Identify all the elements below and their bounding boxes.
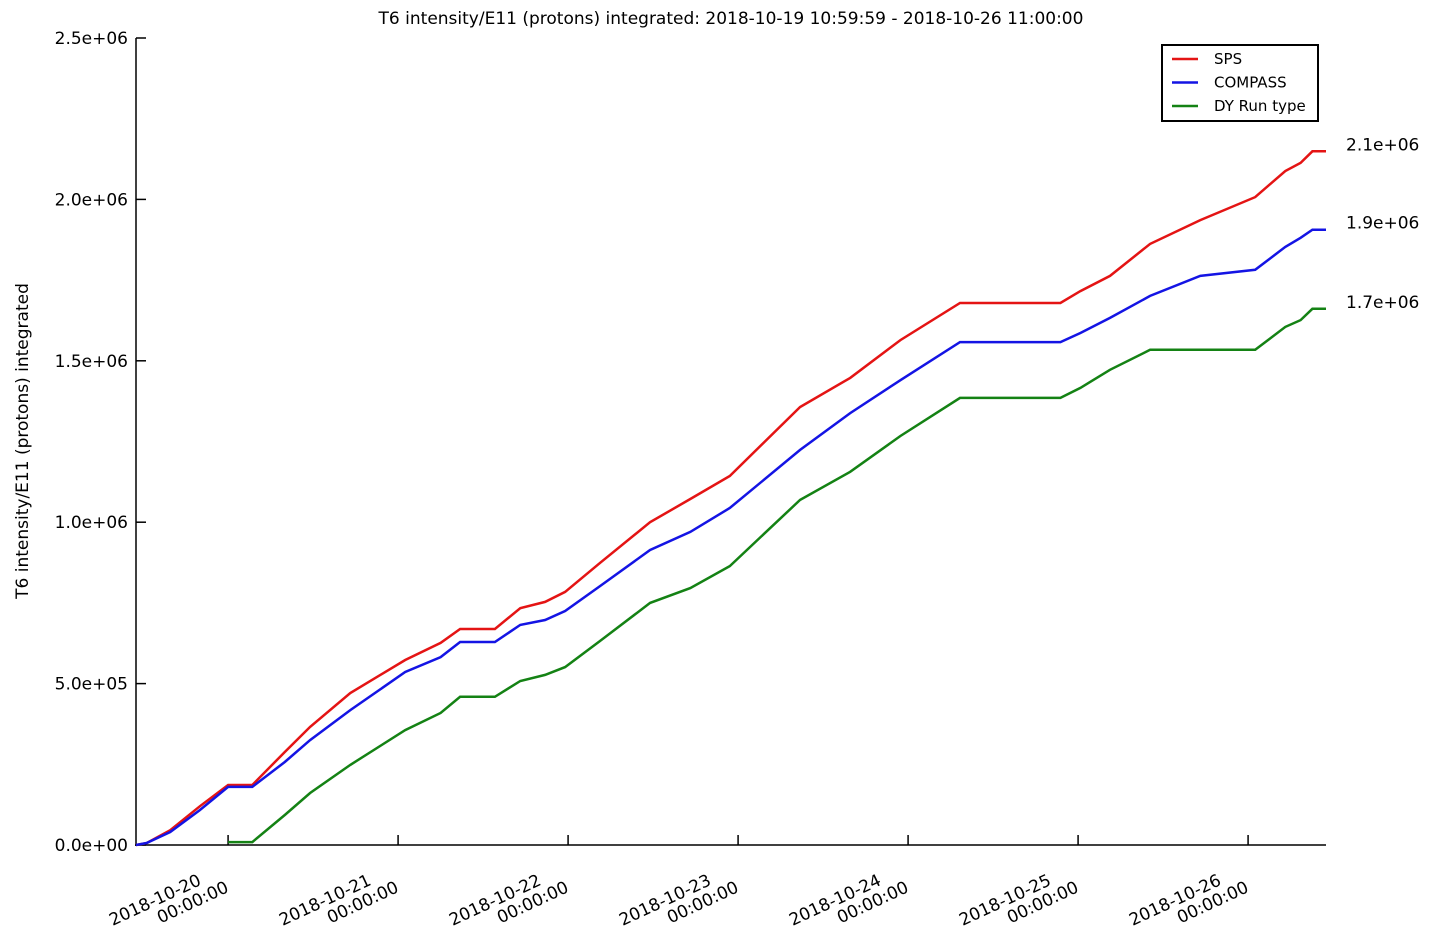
legend-label: COMPASS xyxy=(1214,74,1287,92)
legend-label: DY Run type xyxy=(1214,97,1306,115)
end-label: 2.1e+06 xyxy=(1346,135,1419,155)
x-tick-label: 2018-10-2200:00:00 xyxy=(446,861,572,935)
series-line xyxy=(228,307,1326,844)
series-line xyxy=(135,150,1326,847)
legend-label: SPS xyxy=(1214,50,1242,68)
x-tick-label: 2018-10-2100:00:00 xyxy=(276,861,402,935)
x-tick-label: 2018-10-2500:00:00 xyxy=(956,861,1082,935)
series-line xyxy=(135,228,1326,847)
x-tick-label: 2018-10-2300:00:00 xyxy=(616,861,742,935)
y-axis-label: T6 intensity/E11 (protons) integrated xyxy=(13,283,33,600)
y-tick-label: 1.5e+06 xyxy=(55,352,128,372)
x-tick-label: 2018-10-2400:00:00 xyxy=(786,861,912,935)
y-tick-label: 2.5e+06 xyxy=(55,29,128,49)
chart-title: T6 intensity/E11 (protons) integrated: 2… xyxy=(378,9,1084,29)
end-label: 1.9e+06 xyxy=(1346,214,1419,234)
x-tick-label: 2018-10-2600:00:00 xyxy=(1126,861,1252,935)
y-tick-label: 5.0e+05 xyxy=(55,675,128,695)
end-label: 1.7e+06 xyxy=(1346,293,1419,313)
y-tick-label: 0.0e+00 xyxy=(55,836,128,856)
y-tick-label: 1.0e+06 xyxy=(55,513,128,533)
x-tick-label: 2018-10-2000:00:00 xyxy=(106,861,232,935)
y-tick-label: 2.0e+06 xyxy=(55,190,128,210)
